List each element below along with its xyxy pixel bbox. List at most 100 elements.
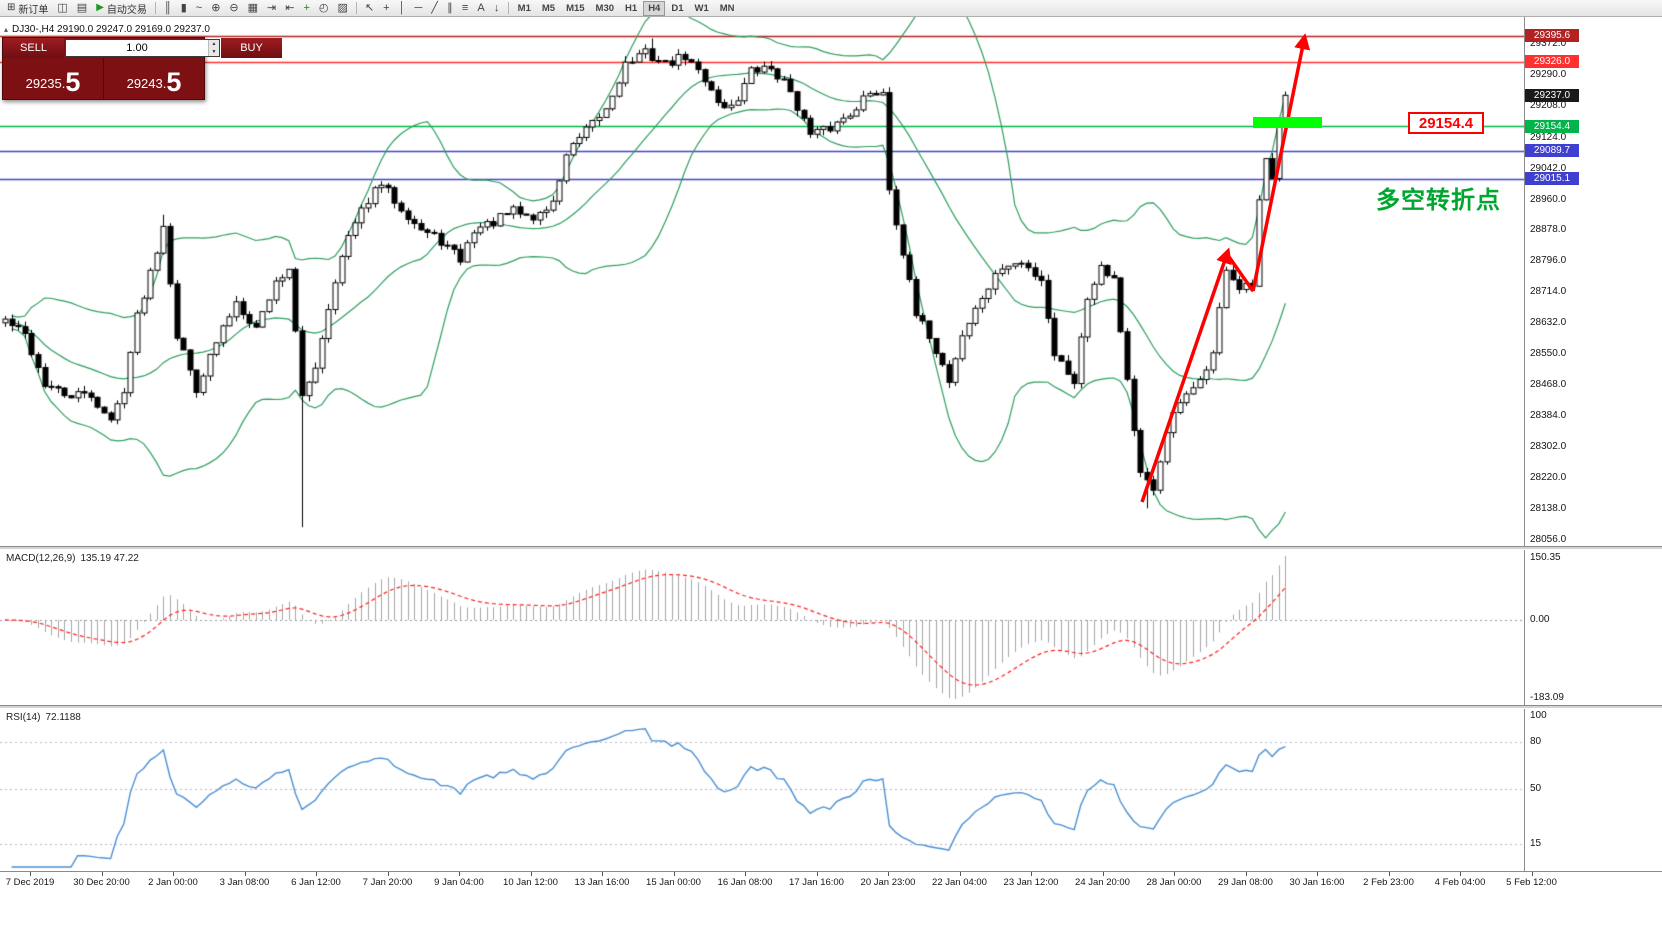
charts-window-icon[interactable]: ◫: [53, 1, 71, 16]
panel-divider[interactable]: [0, 546, 1662, 550]
horizontal-line-icon[interactable]: ─: [410, 1, 426, 16]
time-tick-mark: [459, 872, 460, 876]
scale-tick-label: 28796.0: [1530, 255, 1567, 267]
panel-divider[interactable]: [0, 705, 1662, 709]
toolbar-separator: [154, 2, 156, 14]
macd-panel-canvas[interactable]: [0, 550, 1524, 705]
timeframe-button[interactable]: M1: [513, 1, 536, 16]
auto-scroll-icon[interactable]: ⇥: [263, 1, 280, 16]
time-tick-label: 2 Jan 00:00: [148, 877, 198, 888]
sell-price-pip: 5: [65, 67, 81, 97]
timeframes-group: M1 M5 M15 M30 H1 H4 D1 W1 MN: [513, 0, 740, 16]
price-scale[interactable]: 29372.0 29290.0 29208.0 29124.0 29042.0 28960…: [1525, 0, 1662, 943]
support-highlight-bar[interactable]: [1253, 117, 1322, 128]
new-order-icon: ⊞: [7, 2, 16, 13]
time-tick-mark: [1388, 872, 1390, 876]
volume-down-button[interactable]: ▼: [209, 48, 219, 56]
scale-tick-label: 100: [1530, 710, 1547, 721]
scale-tick-label: 29290.0: [1530, 69, 1567, 81]
crosshair-icon[interactable]: +: [379, 1, 393, 16]
time-tick-label: 29 Jan 08:00: [1218, 877, 1273, 888]
time-tick-mark: [1245, 872, 1247, 876]
rsi-panel-canvas[interactable]: [0, 709, 1524, 871]
chart-shift-icon[interactable]: ⇤: [281, 1, 298, 16]
fibonacci-icon[interactable]: ≡: [458, 1, 472, 16]
trendline-icon[interactable]: ╱: [427, 1, 442, 16]
time-tick-label: 15 Jan 00:00: [646, 877, 701, 888]
scale-tick-label: 28220.0: [1530, 472, 1567, 484]
rsi-label: RSI(14) 72.1188: [6, 712, 81, 723]
candlestick-chart-icon[interactable]: ▮: [177, 1, 191, 16]
price-chart-canvas[interactable]: [0, 17, 1524, 546]
timeframe-button[interactable]: H1: [620, 1, 642, 16]
channel-icon[interactable]: ∥: [443, 1, 457, 16]
cursor-icon[interactable]: ↖: [361, 1, 378, 16]
sell-button[interactable]: SELL: [3, 38, 64, 58]
time-tick-mark: [602, 872, 603, 876]
time-tick-mark: [530, 872, 532, 876]
scale-tick-label: 28632.0: [1530, 317, 1567, 329]
rsi-value: 72.1188: [45, 712, 81, 723]
buy-price[interactable]: 29243. 5: [103, 58, 204, 99]
toolbar-separator: [507, 2, 509, 14]
timeframe-button[interactable]: M5: [537, 1, 560, 16]
time-tick-label: 17 Jan 16:00: [789, 877, 844, 888]
scale-tick-label: 15: [1530, 837, 1542, 849]
pivot-point-label[interactable]: 多空转折点: [1376, 187, 1501, 214]
line-chart-icon[interactable]: ~: [192, 1, 206, 16]
scale-tick-label: 28138.0: [1530, 503, 1567, 515]
timeframe-button[interactable]: MN: [715, 1, 740, 16]
volume-up-button[interactable]: ▲: [209, 40, 219, 48]
time-scale[interactable]: 7 Dec 2019 30 Dec 20:00 2 Jan 00:00 3 Jan 0…: [0, 871, 1662, 943]
timeframe-button[interactable]: M15: [561, 1, 589, 16]
time-tick-mark: [745, 872, 746, 876]
timeframe-button[interactable]: M30: [591, 1, 619, 16]
auto-trading-icon: ▶: [96, 2, 104, 13]
auto-trading-label: 自动交易: [106, 4, 147, 16]
time-tick-mark: [316, 872, 317, 876]
tile-windows-icon[interactable]: ▦: [244, 1, 262, 16]
time-tick-mark: [1317, 872, 1318, 876]
time-tick-label: 7 Dec 2019: [5, 877, 55, 888]
time-tick-label: 13 Jan 16:00: [574, 877, 630, 888]
toolbar-separator: [355, 2, 357, 14]
buy-price-main: 29243.: [126, 76, 167, 91]
one-click-toggle-icon[interactable]: ▴: [4, 25, 9, 34]
time-tick-label: 2 Feb 23:00: [1363, 877, 1414, 888]
bar-chart-icon[interactable]: ║: [160, 1, 176, 16]
timeframe-button[interactable]: H4: [643, 0, 666, 16]
time-tick-mark: [673, 872, 675, 876]
sell-price-main: 29235.: [25, 76, 66, 91]
periods-icon[interactable]: ◴: [315, 1, 333, 16]
vertical-line-icon[interactable]: │: [395, 1, 410, 16]
arrow-tool-icon[interactable]: ↓: [490, 1, 504, 16]
symbol-ohlc-title: DJ30-,H4 29190.0 29247.0 29169.0 29237.0: [12, 24, 210, 35]
time-tick-label: 24 Jan 20:00: [1075, 877, 1130, 888]
market-watch-icon[interactable]: ▤: [73, 1, 91, 16]
toolbar: ⊞ 新订单 ◫ ▤ ▶ 自动交易 ║ ▮ ~ ⊕ ⊖ ▦ ⇥ ⇤ + ◴ ▨ ↖ + │ ─ ╱ ∥ ≡ A ↓ M1…: [0, 0, 1662, 17]
timeframe-button[interactable]: D1: [666, 1, 688, 16]
scale-tick-label: 150.35: [1530, 552, 1561, 563]
time-tick-label: 22 Jan 04:00: [932, 877, 987, 888]
new-order-button[interactable]: ⊞ 新订单: [3, 1, 52, 16]
volume-input[interactable]: [66, 40, 208, 56]
indicators-icon[interactable]: +: [299, 1, 313, 16]
price-tag: 29395.6: [1525, 29, 1579, 43]
macd-label: MACD(12,26,9) 135.19 47.22: [6, 553, 139, 564]
zoom-in-icon[interactable]: ⊕: [207, 1, 224, 16]
scale-tick-label: 28960.0: [1530, 193, 1567, 205]
timeframe-button[interactable]: W1: [690, 1, 714, 16]
time-tick-mark: [244, 872, 246, 876]
time-tick-mark: [101, 872, 103, 876]
text-label-icon[interactable]: A: [473, 1, 488, 16]
time-tick-label: 7 Jan 20:00: [362, 877, 413, 888]
time-tick-mark: [387, 872, 389, 876]
templates-icon[interactable]: ▨: [334, 1, 352, 16]
sell-price[interactable]: 29235. 5: [3, 58, 103, 99]
time-tick-label: 10 Jan 12:00: [503, 877, 558, 888]
price-annotation-box[interactable]: 29154.4: [1408, 112, 1484, 134]
zoom-out-icon[interactable]: ⊖: [225, 1, 242, 16]
auto-trading-button[interactable]: ▶ 自动交易: [92, 1, 151, 16]
buy-button[interactable]: BUY: [221, 38, 282, 58]
time-tick-mark: [1174, 872, 1175, 876]
